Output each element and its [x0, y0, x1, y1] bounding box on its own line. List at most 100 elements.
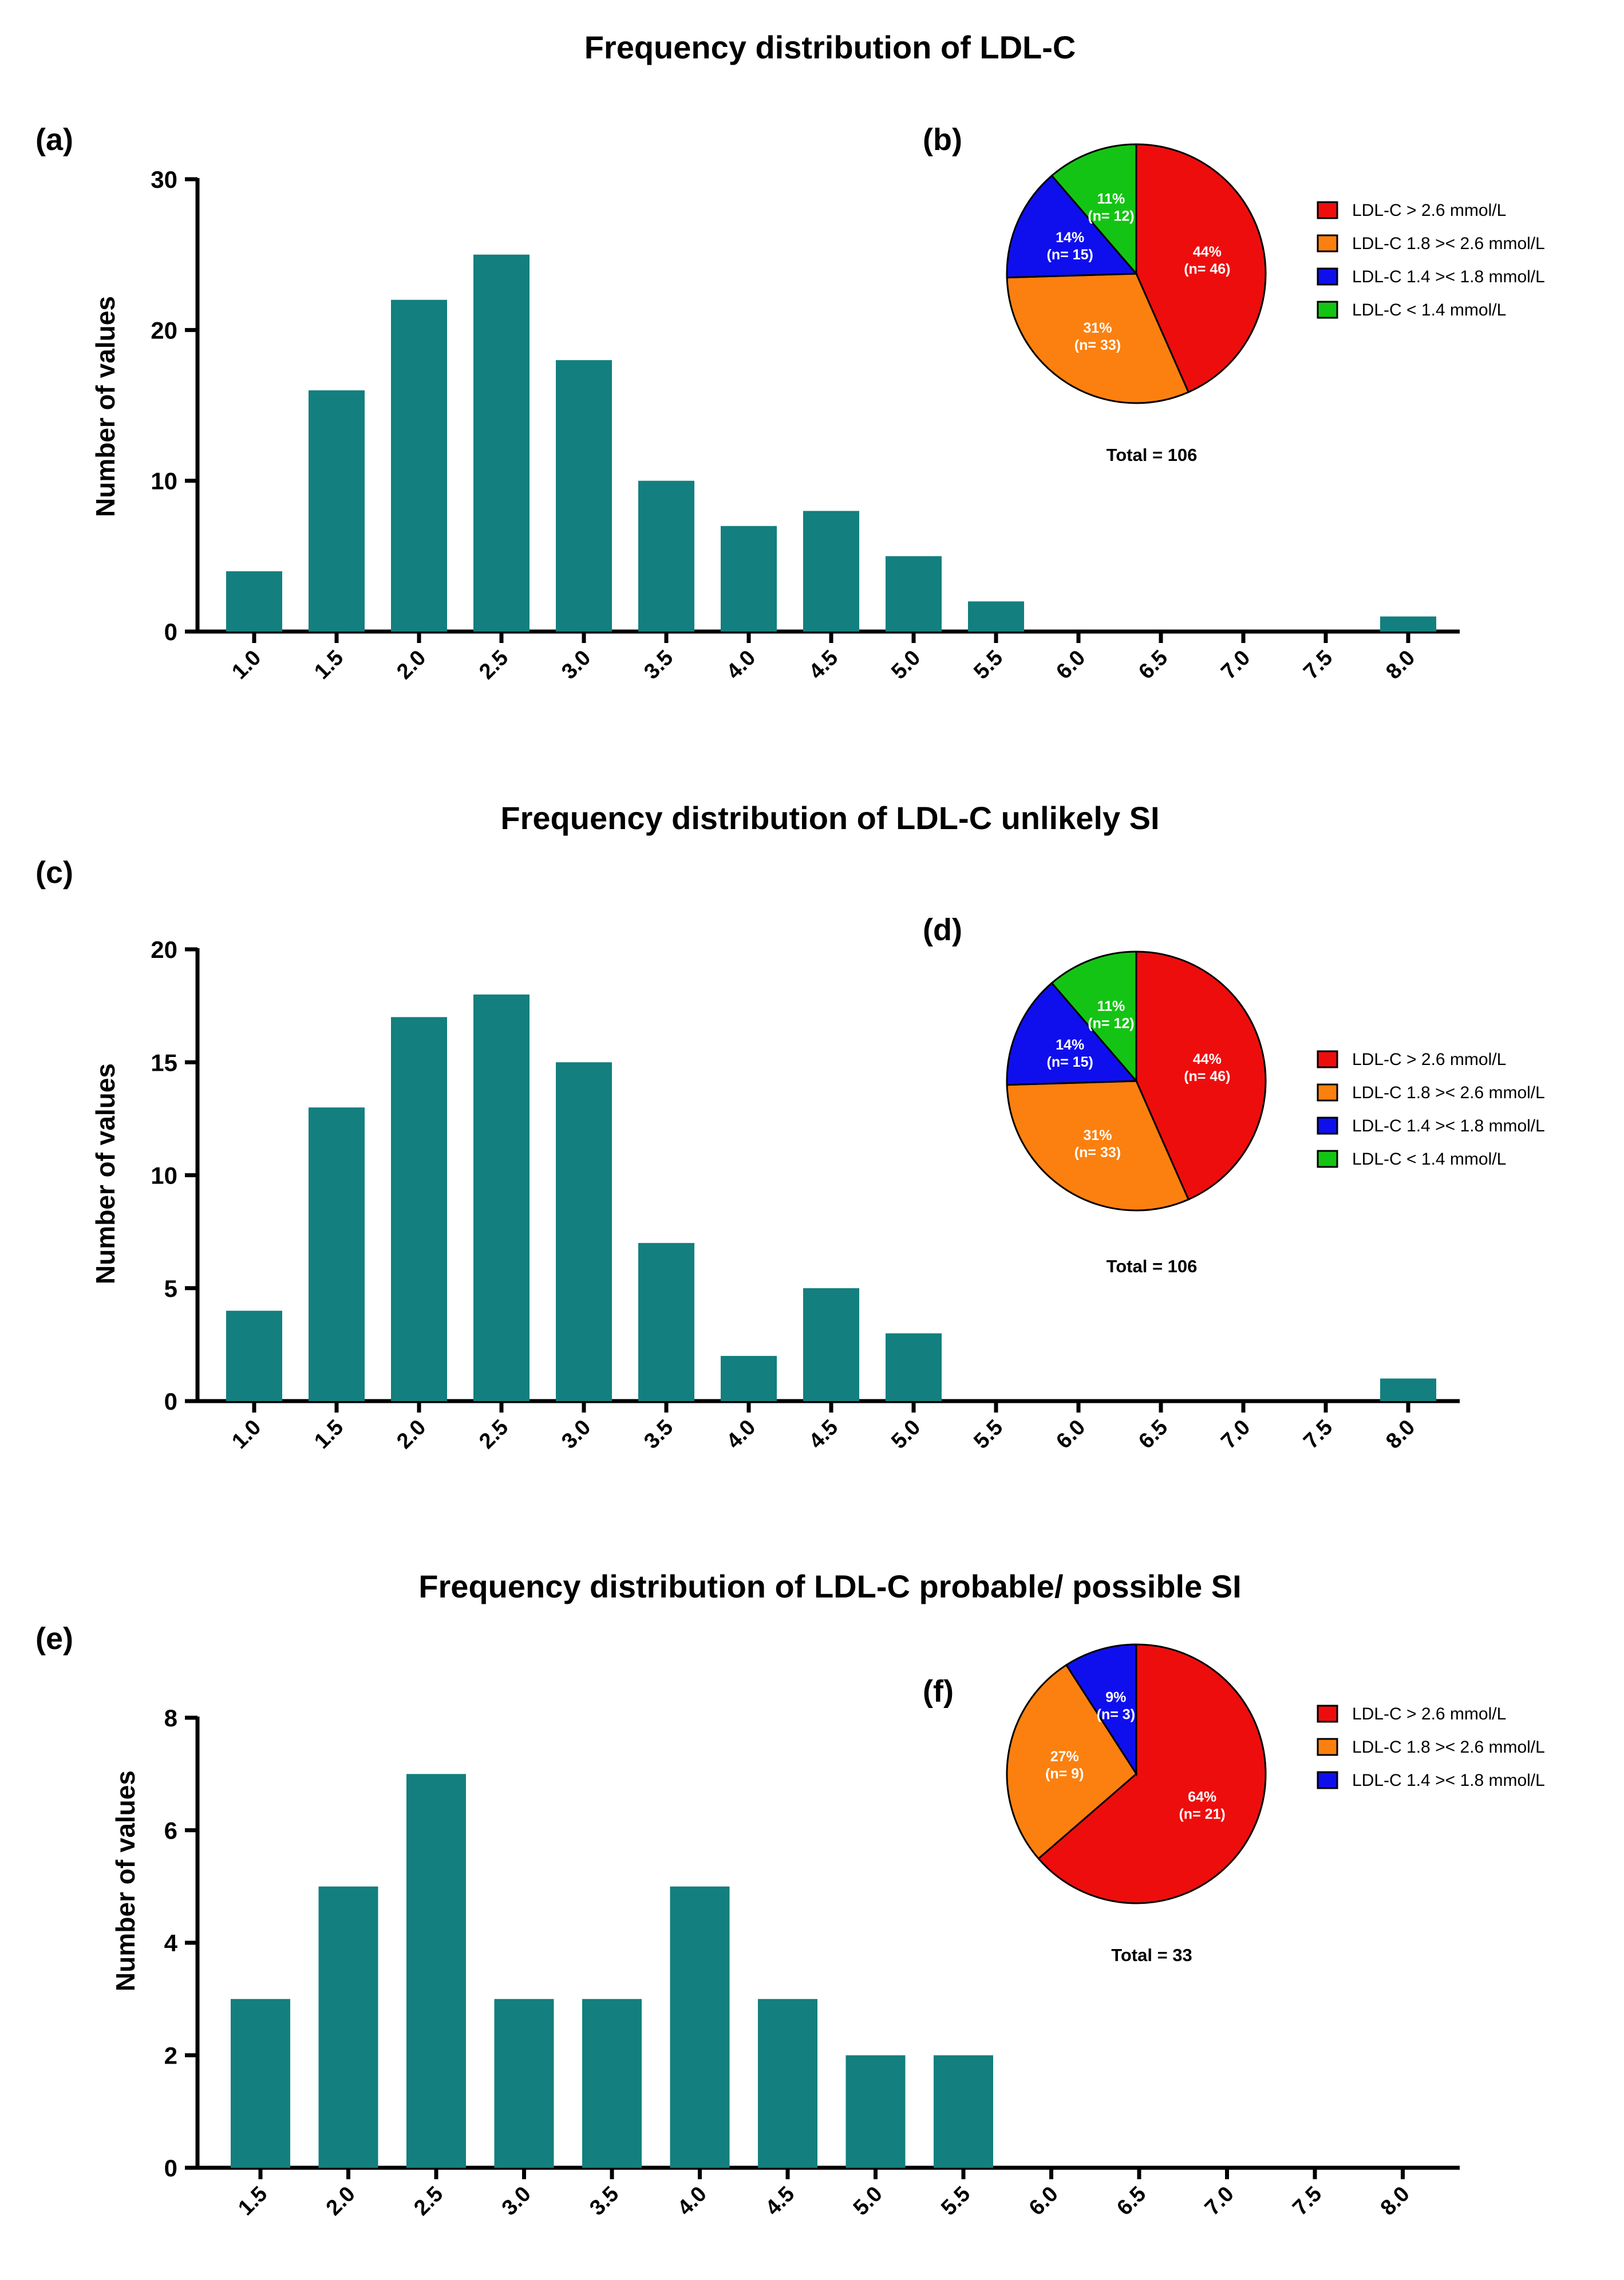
bar: [226, 571, 282, 632]
legend-entry: LDL-C 1.8 >< 2.6 mmol/L: [1352, 1083, 1545, 1102]
pie-slice: [1135, 950, 1267, 1201]
x-tick-label: 2.0: [392, 1415, 430, 1454]
bar: [473, 994, 530, 1401]
x-tick-label: 6.0: [1052, 646, 1090, 684]
bar: [758, 1999, 817, 2168]
legend-f: LDL-C > 2.6 mmol/L LDL-C 1.8 >< 2.6 mmol/…: [1317, 1705, 1545, 1790]
x-tick-label: 6.0: [1025, 2182, 1063, 2220]
x-tick-label: 8.0: [1376, 2182, 1414, 2220]
bar: [391, 299, 447, 632]
panel-label-e: (e): [35, 1622, 73, 1656]
x-tick-label: 7.5: [1288, 2182, 1326, 2220]
pie-slice: [1065, 1643, 1137, 1777]
x-tick-label: 1.5: [310, 1415, 348, 1454]
slice-count-label: (n= 33): [1074, 337, 1121, 353]
legend-entry: LDL-C 1.4 >< 1.8 mmol/L: [1352, 1771, 1545, 1790]
x-tick-label: 3.0: [557, 646, 595, 684]
slice-count-label: (n= 9): [1045, 1766, 1084, 1782]
bar: [1380, 1378, 1436, 1401]
panel-label-d: (d): [923, 913, 962, 947]
y-tick-label: 0: [164, 1388, 177, 1415]
x-tick-label: 2.5: [409, 2182, 448, 2220]
x-tick-label: 4.5: [761, 2182, 799, 2220]
x-tick-label: 6.5: [1134, 646, 1172, 684]
legend-d: LDL-C > 2.6 mmol/L LDL-C 1.8 >< 2.6 mmol/…: [1317, 1050, 1545, 1169]
bar: [803, 511, 859, 632]
bar: [309, 1107, 365, 1401]
bar: [473, 254, 530, 632]
x-tick-label: 5.0: [849, 2182, 887, 2220]
y-tick-label: 8: [164, 1705, 177, 1731]
legend-swatch: [1317, 234, 1338, 253]
bar: [391, 1017, 447, 1401]
x-tick-label: 8.0: [1381, 1415, 1420, 1454]
pie-slice: [1006, 981, 1139, 1086]
x-tick-label: 3.5: [585, 2182, 623, 2220]
bar: [406, 1774, 466, 2168]
x-tick-label: 4.5: [804, 646, 843, 684]
x-tick-label: 6.5: [1134, 1415, 1172, 1454]
panel-label-a: (a): [35, 123, 73, 157]
legend-entry: LDL-C > 2.6 mmol/L: [1352, 201, 1506, 220]
ylabel-a: Number of values: [90, 296, 120, 517]
y-tick-label: 15: [151, 1049, 177, 1076]
slice-percent-label: 14%: [1056, 1037, 1084, 1053]
legend-entry: LDL-C > 2.6 mmol/L: [1352, 1705, 1506, 1723]
slice-percent-label: 11%: [1097, 191, 1125, 207]
x-tick-label: 3.5: [639, 1415, 678, 1454]
x-tick-label: 5.0: [887, 646, 925, 684]
x-tick-label: 5.5: [969, 646, 1007, 684]
bar: [721, 1356, 777, 1401]
slice-percent-label: 14%: [1056, 230, 1084, 246]
bar: [638, 1242, 694, 1401]
slice-percent-label: 31%: [1083, 320, 1112, 336]
x-tick-label: 2.0: [322, 2182, 360, 2220]
x-tick-label: 5.5: [937, 2182, 975, 2220]
x-tick-label: 6.5: [1112, 2182, 1151, 2220]
title-a: Frequency distribution of LDL-C: [584, 29, 1076, 65]
bar-chart-c: 0 5 10 15 20 1.0 1.5 2.0 2.5 3.0 3.5 4.0 4.5 5.0 5.5 6.…: [151, 936, 1460, 1454]
pie-chart-d: 44%(n= 46) 31% (n= 33) 14%(n= 15) 11%(n= 12): [1006, 950, 1267, 1212]
y-tick-label: 10: [151, 1162, 177, 1189]
y-tick-label: 6: [164, 1817, 177, 1844]
slice-percent-label: 9%: [1105, 1690, 1126, 1706]
bar: [934, 2055, 993, 2168]
slice-percent-label: 64%: [1188, 1789, 1216, 1805]
total-label-f: Total = 33: [1111, 1945, 1192, 1965]
panel-label-c: (c): [35, 855, 73, 890]
pie-slice: [1006, 174, 1139, 279]
pie-slice: [1037, 1643, 1267, 1904]
ylabel-e: Number of values: [110, 1770, 140, 1991]
panel-label-b: (b): [923, 123, 962, 157]
legend-swatch: [1317, 1771, 1338, 1789]
pie-slice: [1050, 143, 1137, 277]
slice-percent-label: 27%: [1050, 1749, 1079, 1765]
slice-count-label: (n= 15): [1047, 1054, 1093, 1070]
legend-swatch: [1317, 267, 1338, 286]
legend-swatch: [1317, 1150, 1338, 1168]
y-tick-label: 0: [164, 2155, 177, 2182]
bar-chart-a: 0 10 20 30 1.0 1.5 2.0 2.5 3.0 3.5 4.0 4.5 5.0 5.5 6.0…: [151, 166, 1460, 684]
total-label-b: Total = 106: [1107, 445, 1198, 465]
x-tick-label: 8.0: [1381, 646, 1420, 684]
total-label-d: Total = 106: [1107, 1256, 1198, 1276]
x-tick-label: 2.0: [392, 646, 430, 684]
x-tick-label: 7.0: [1200, 2182, 1239, 2220]
y-tick-label: 20: [151, 317, 177, 344]
x-tick-label: 2.5: [475, 646, 513, 684]
legend-entry: LDL-C > 2.6 mmol/L: [1352, 1050, 1506, 1069]
bar: [1380, 616, 1436, 632]
x-tick-label: 3.0: [557, 1415, 595, 1454]
x-tick-label: 1.5: [234, 2182, 272, 2220]
bar: [670, 1886, 730, 2168]
title-e: Frequency distribution of LDL-C probable…: [418, 1568, 1241, 1604]
slice-count-label: (n= 15): [1047, 247, 1093, 263]
legend-entry: LDL-C 1.8 >< 2.6 mmol/L: [1352, 234, 1545, 253]
x-tick-label: 4.0: [722, 1415, 760, 1454]
y-tick-label: 2: [164, 2042, 177, 2069]
x-tick-label: 5.0: [887, 1415, 925, 1454]
slice-count-label: (n= 46): [1184, 261, 1230, 277]
x-tick-label: 3.0: [497, 2182, 536, 2220]
slice-percent-label: 31%: [1083, 1127, 1112, 1143]
